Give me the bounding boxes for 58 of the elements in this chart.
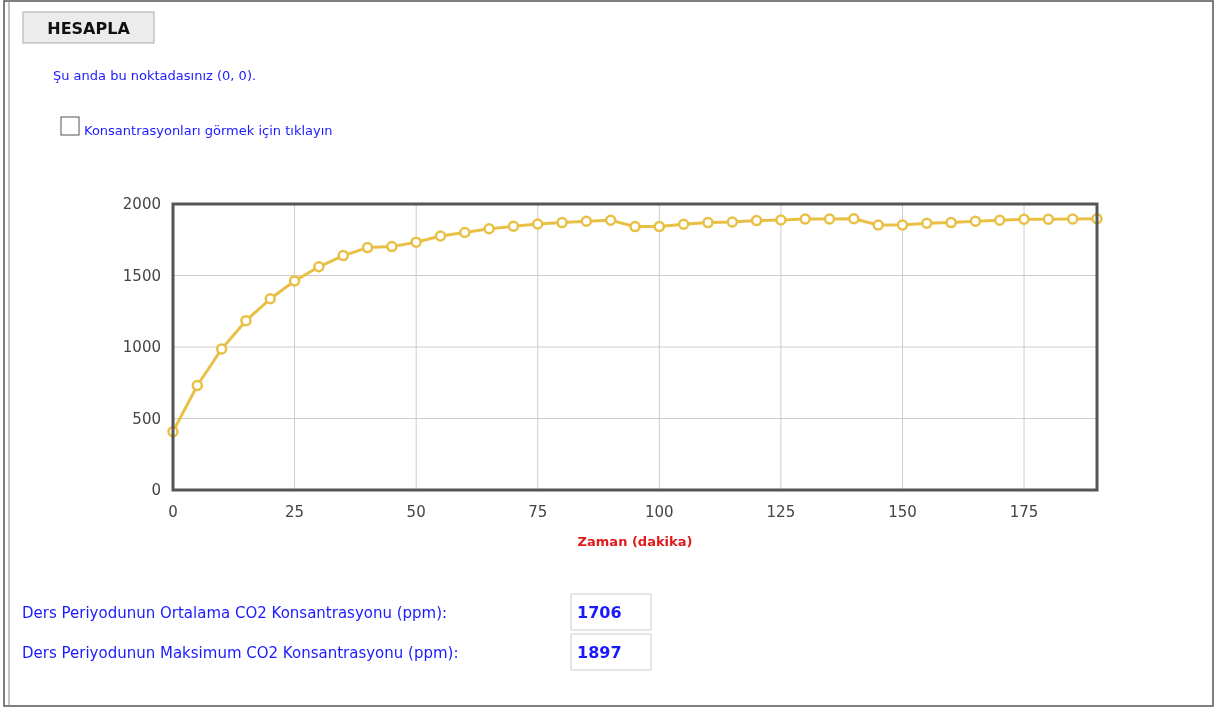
point <box>361 241 374 254</box>
point <box>604 214 617 227</box>
point <box>240 314 252 327</box>
point <box>848 212 860 225</box>
x-tick-label: 75 <box>528 503 548 521</box>
x-tick-label: 0 <box>168 503 178 521</box>
point <box>1066 213 1079 225</box>
point <box>653 220 666 233</box>
point <box>1042 213 1055 226</box>
point <box>1018 213 1030 226</box>
point <box>313 261 325 273</box>
point <box>556 216 568 229</box>
point <box>386 240 398 253</box>
point <box>775 214 787 226</box>
point <box>507 220 520 233</box>
point <box>215 343 228 355</box>
point <box>750 214 763 227</box>
point <box>799 213 811 225</box>
point <box>969 215 982 228</box>
point <box>459 226 471 239</box>
point <box>288 275 301 287</box>
point <box>483 222 495 235</box>
point <box>872 219 884 231</box>
y-tick-label: 1000 <box>122 338 161 356</box>
y-tick-label: 1500 <box>122 266 161 285</box>
point <box>191 379 204 392</box>
point <box>629 220 641 233</box>
point <box>264 293 277 305</box>
y-tick-label: 0 <box>151 481 161 499</box>
x-tick-label: 50 <box>406 503 426 521</box>
x-tick-label: 125 <box>766 503 796 521</box>
text: 1897 <box>577 643 622 662</box>
x-tick-label: 150 <box>888 503 917 521</box>
point <box>921 217 933 230</box>
text: Konsantrasyonları görmek için tıklayın <box>84 123 333 138</box>
text: Ders Periyodunun Ortalama CO2 Konsantrasyonu (ppm): <box>22 604 448 622</box>
text: Şu anda bu noktadasınız (0, 0). <box>53 68 257 83</box>
point <box>337 249 349 262</box>
point <box>580 215 593 228</box>
x-tick-label: 100 <box>645 503 674 521</box>
point <box>702 216 714 229</box>
x-tick-label: 175 <box>1009 503 1039 521</box>
point <box>945 216 957 229</box>
button: HESAPLA <box>22 11 155 44</box>
point <box>993 214 1006 227</box>
point <box>896 219 909 231</box>
text: 1706 <box>577 603 622 622</box>
point <box>677 218 690 231</box>
y-tick-label: 500 <box>132 409 161 428</box>
point <box>410 236 422 248</box>
point <box>823 213 836 225</box>
text: Ders Periyodunun Maksimum CO2 Konsantrasyonu (ppm): <box>22 644 459 662</box>
x-axis-title: Zaman (dakika) <box>577 534 693 549</box>
point <box>531 218 544 230</box>
point <box>434 230 447 242</box>
y-tick-label: 2000 <box>122 195 161 213</box>
x-tick-label: 25 <box>285 503 305 521</box>
point <box>726 216 739 228</box>
